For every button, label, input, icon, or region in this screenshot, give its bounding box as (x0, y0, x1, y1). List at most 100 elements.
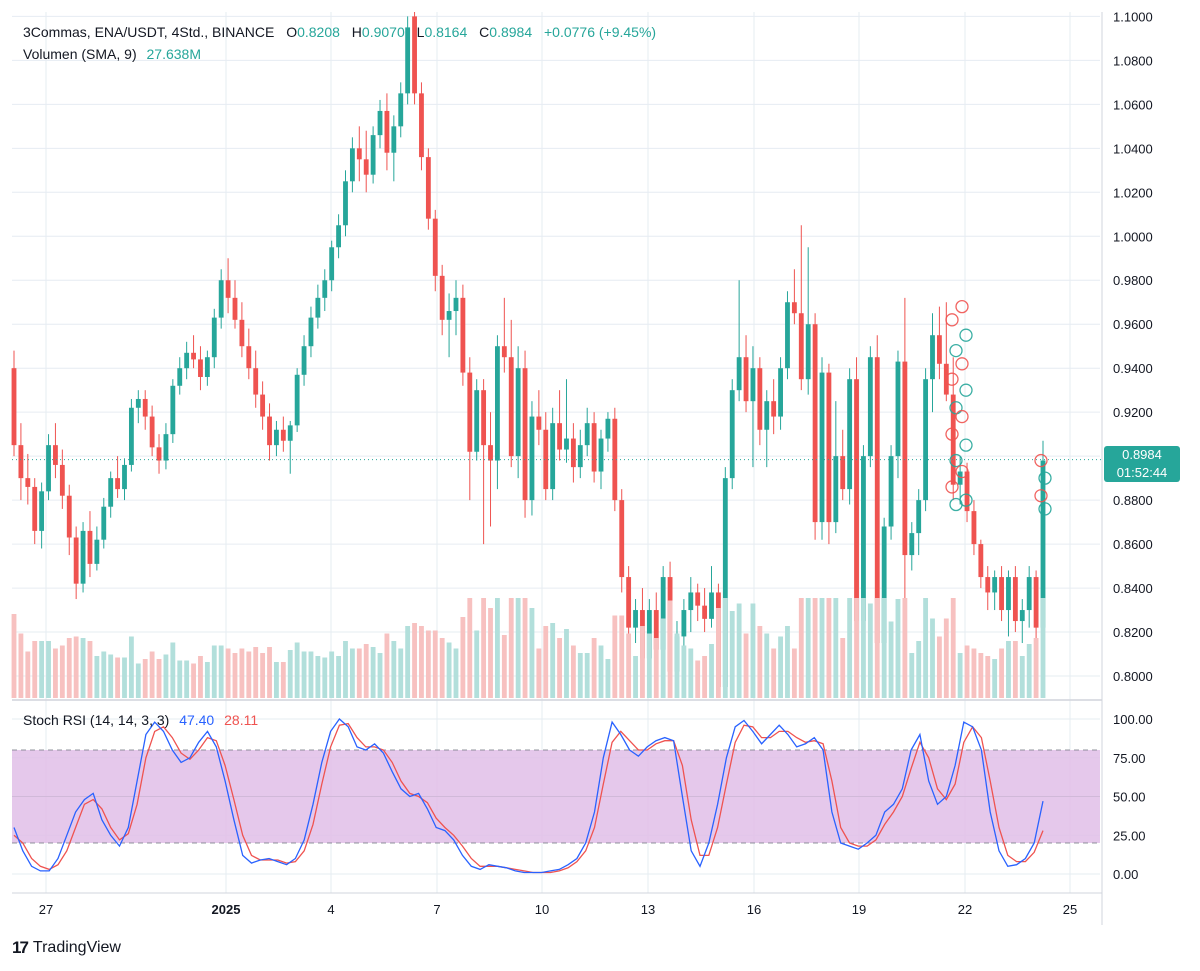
signal-marker (949, 453, 963, 468)
candle-body (405, 27, 411, 94)
candle-body (25, 478, 31, 487)
candle-body (1040, 460, 1046, 628)
candle-body (923, 379, 929, 501)
signal-marker (949, 343, 963, 358)
price-tick-label: 1.0200 (1113, 185, 1153, 200)
candle-body (356, 148, 362, 160)
candle-body (805, 324, 811, 380)
volume-bar (605, 659, 611, 698)
candle-body (94, 539, 100, 564)
candle-body (384, 110, 390, 153)
volume-bar (170, 642, 176, 698)
volume-bar (757, 626, 763, 698)
candle-body (736, 357, 742, 391)
volume-bar (384, 633, 390, 698)
volume-bar (218, 645, 224, 698)
candle-body (377, 110, 383, 136)
volume-bar (419, 626, 424, 698)
candle-body (778, 368, 783, 417)
candle-body (349, 148, 355, 182)
volume-bar (115, 657, 121, 698)
candle-body (881, 526, 887, 644)
brand[interactable]: 17 TradingView (12, 938, 121, 958)
symbol-legend: 3Commas, ENA/USDT, 4Std., BINANCE O0.820… (23, 24, 656, 40)
candle-body (163, 434, 169, 461)
signal-marker (945, 372, 959, 386)
candle-body (729, 390, 735, 479)
candle-body (239, 319, 245, 347)
signal-marker (945, 427, 959, 441)
close-value: 0.8984 (489, 24, 533, 40)
candle-body (598, 438, 604, 472)
volume-bar (156, 659, 162, 698)
candle-body (204, 357, 210, 377)
volume-bar (791, 648, 797, 698)
candle-body (833, 456, 839, 523)
volume-bar (909, 653, 915, 698)
volume-bar (861, 598, 866, 698)
volume-bar (343, 641, 348, 698)
candle-body (419, 93, 424, 158)
volume-bar (1026, 644, 1032, 698)
candle-body (53, 445, 58, 465)
candle-body (32, 486, 38, 531)
volume-label[interactable]: Volumen (SMA, 9) (23, 46, 137, 62)
volume-bar (674, 633, 680, 698)
volume-bar (474, 630, 480, 698)
volume-bar (508, 598, 514, 698)
price-tick-label: 1.0600 (1113, 97, 1153, 112)
volume-bar (591, 638, 597, 698)
volume-bar (198, 656, 203, 698)
candle-body (902, 361, 908, 556)
volume-bar (349, 648, 355, 698)
candle-body (743, 357, 749, 402)
candle-body (232, 297, 238, 320)
volume-bar (322, 657, 328, 698)
volume-legend: Volumen (SMA, 9) 27.638M (23, 46, 201, 62)
candle-body (522, 368, 528, 501)
volume-bar (840, 638, 846, 698)
volume-bar (294, 642, 300, 698)
volume-bar (66, 638, 72, 698)
volume-bar (32, 641, 38, 698)
brand-name: TradingView (32, 939, 121, 956)
volume-bar (888, 621, 894, 698)
volume-bar (874, 598, 880, 698)
volume-bar (391, 641, 397, 698)
candle-body (142, 398, 148, 417)
volume-bar (826, 598, 832, 698)
candle-body (474, 390, 480, 452)
candle-body (722, 478, 728, 688)
volume-bar (142, 659, 148, 698)
stoch-rsi-legend: Stoch RSI (14, 14, 3, 3) 47.40 28.11 (23, 712, 258, 728)
volume-bar (522, 598, 528, 698)
volume-bar (315, 656, 321, 698)
signal-marker (945, 480, 959, 494)
volume-bar (87, 641, 93, 698)
volume-bar (453, 648, 459, 698)
stoch-band (12, 750, 1100, 843)
candle-body (819, 372, 825, 523)
candle-body (336, 225, 342, 248)
price-tick-label: 0.9200 (1113, 405, 1153, 420)
signal-marker (959, 438, 973, 452)
high-label: H (351, 24, 362, 40)
volume-bar (916, 641, 922, 698)
signal-markers (945, 299, 1052, 516)
stoch-rsi-label[interactable]: Stoch RSI (14, 14, 3, 3) (23, 712, 170, 728)
volume-bar (336, 656, 342, 698)
candle-body (343, 181, 348, 226)
volume-bar (101, 651, 107, 698)
symbol-title[interactable]: 3Commas, ENA/USDT, 4Std., BINANCE (23, 24, 275, 40)
signal-marker (959, 383, 973, 397)
volume-bar (11, 614, 17, 698)
candle-body (184, 352, 190, 369)
candle-body (971, 511, 977, 545)
volume-bar (405, 626, 411, 698)
candle-body (280, 429, 286, 441)
volume-bar (177, 660, 183, 698)
volume-bar (536, 648, 542, 698)
volume-bar (778, 636, 783, 698)
candle-body (930, 335, 935, 380)
